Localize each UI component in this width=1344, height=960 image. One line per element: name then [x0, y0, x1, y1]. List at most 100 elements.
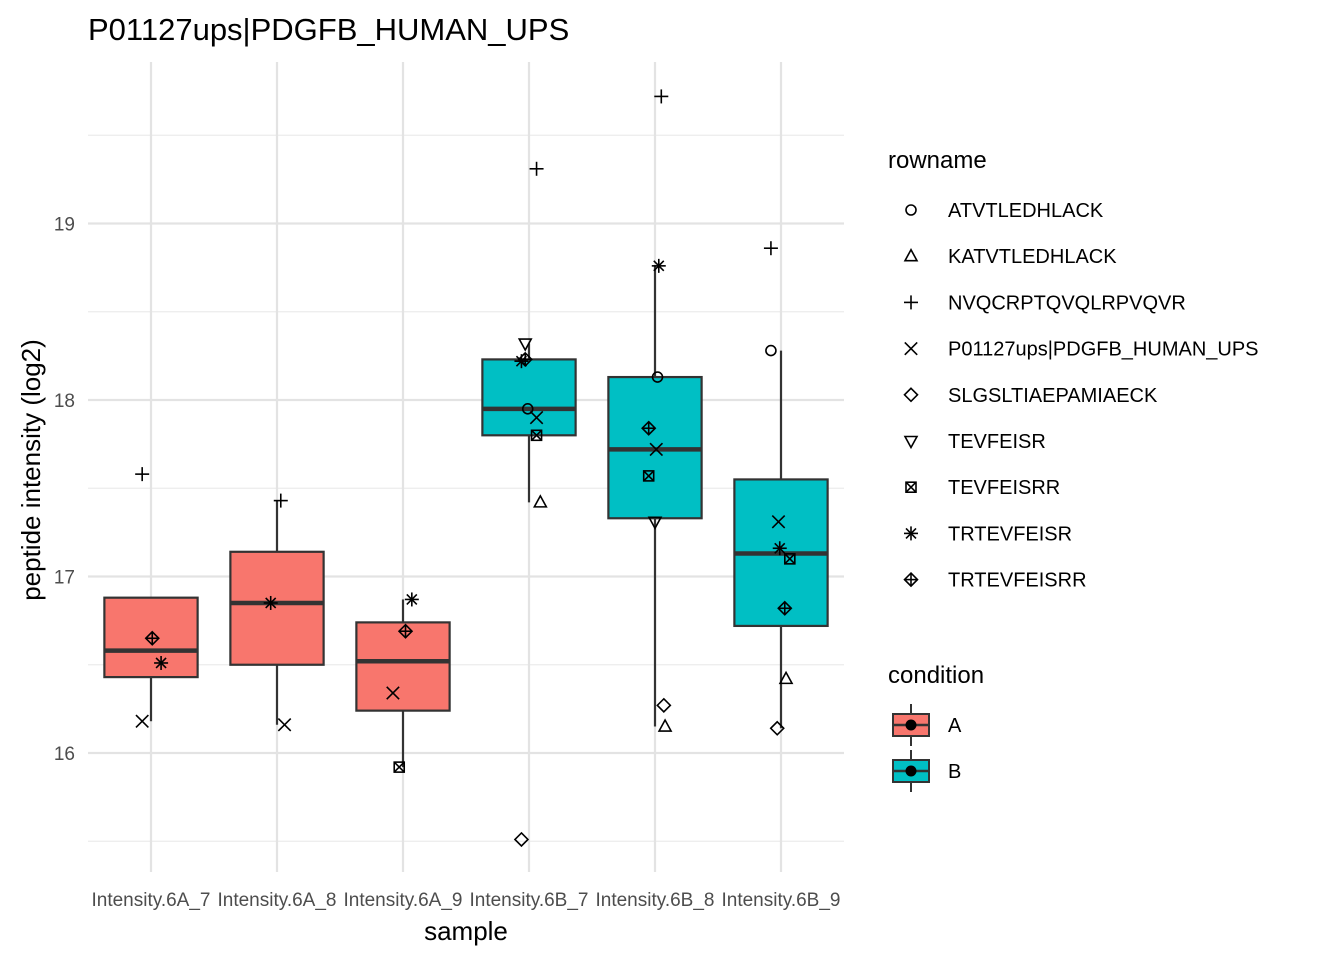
boxes-layer: [103, 265, 829, 768]
chart-title: P01127ups|PDGFB_HUMAN_UPS: [88, 12, 569, 47]
y-tick-label: 16: [54, 744, 75, 765]
rowname-legend: rowname ATVTLEDHLACK KATVTLEDHLACK NVQCRPT…: [888, 147, 1259, 592]
data-point: [514, 354, 529, 369]
data-point: [530, 429, 543, 442]
shape-stroke: [155, 657, 167, 669]
shape-stroke: [386, 686, 400, 700]
legend-label-rowname: P01127ups|PDGFB_HUMAN_UPS: [948, 339, 1259, 361]
shape-triangle-down: [903, 435, 919, 450]
legend-label-rowname: TEVFEISRR: [948, 477, 1060, 499]
shape-stroke: [774, 542, 786, 554]
legend-label-rowname: SLGSLTIAEPAMIAECK: [948, 385, 1158, 407]
data-point: [273, 493, 288, 508]
axes-layer: 16 17 18 19 Intensity.6A_7 Intensity.6A_8 Inte…: [54, 215, 841, 912]
data-point: [517, 338, 533, 352]
shape-triangle-down: [647, 516, 663, 530]
legend-key-shape: [905, 481, 917, 494]
x-tick-label: Intensity.6A_7: [91, 890, 210, 911]
legend-label-rowname: NVQCRPTQVQLRPVQVR: [948, 292, 1186, 314]
shape-square: [905, 481, 917, 494]
shape-stroke: [529, 410, 544, 425]
data-point: [529, 161, 544, 176]
legend-key-shape: [904, 526, 918, 541]
legend-key-point: [905, 765, 917, 777]
legend-key-shape: [904, 341, 918, 356]
legend-label-rowname: KATVTLEDHLACK: [948, 246, 1117, 268]
legend-label-rowname: TEVFEISR: [948, 431, 1046, 453]
shape-triangle: [903, 248, 919, 262]
shape-stroke: [653, 260, 665, 272]
legend-label-rowname: TRTEVFEISRR: [948, 570, 1087, 592]
data-point: [135, 467, 150, 482]
legend-label-rowname: TRTEVFEISR: [948, 523, 1072, 545]
legend-key-shape: [904, 295, 918, 310]
shape-stroke: [135, 714, 149, 728]
data-point: [647, 516, 663, 530]
data-point: [277, 717, 292, 732]
data-point: [656, 697, 672, 713]
data-point: [651, 258, 666, 273]
shape-triangle-down: [517, 338, 533, 352]
shape-triangle: [778, 670, 794, 685]
data-point: [642, 470, 655, 482]
legend-key-shape: [903, 435, 919, 450]
legend-key-shape: [903, 387, 919, 403]
legend-key-point: [905, 719, 917, 731]
data-point: [144, 630, 160, 646]
shape-circle: [765, 344, 777, 357]
shape-diamond: [656, 697, 672, 713]
shape-diamond: [903, 387, 919, 403]
data-point: [778, 670, 794, 685]
shape-stroke: [265, 597, 277, 609]
data-point: [529, 410, 544, 425]
y-tick-label: 18: [54, 391, 75, 412]
shape-square: [642, 470, 655, 482]
data-point: [154, 655, 169, 670]
shape-stroke: [649, 442, 664, 457]
shape-stroke: [905, 527, 917, 539]
data-point: [263, 595, 278, 610]
data-point: [386, 686, 400, 700]
condition-legend-title: condition: [888, 662, 984, 689]
box-Intensity.6A_8: [229, 550, 325, 666]
legend-label-condition: A: [948, 715, 962, 737]
condition-legend: condition A B: [888, 662, 984, 792]
grid-lines: [88, 62, 844, 872]
box-Intensity.6B_7: [481, 358, 577, 437]
data-point: [521, 403, 534, 415]
x-axis-label: sample: [424, 916, 508, 946]
data-point: [777, 600, 793, 616]
data-point: [649, 442, 664, 457]
data-point: [654, 89, 669, 104]
data-point: [651, 371, 664, 383]
data-point: [772, 541, 787, 556]
data-point: [784, 553, 796, 565]
shape-circle: [651, 371, 664, 383]
shape-stroke: [530, 429, 543, 441]
data-point: [763, 241, 778, 256]
points-layer: [135, 89, 796, 848]
shape-triangle: [657, 718, 673, 732]
shape-square: [393, 761, 406, 773]
legend-label-rowname: ATVTLEDHLACK: [948, 200, 1104, 222]
data-point: [765, 344, 777, 357]
shape-stroke: [771, 515, 786, 529]
legend-key-shape: [903, 571, 919, 588]
data-point: [135, 714, 149, 728]
data-point: [393, 761, 406, 773]
shape-stroke: [784, 553, 796, 565]
data-point: [404, 592, 419, 607]
x-tick-label: Intensity.6A_8: [217, 890, 336, 911]
data-point: [769, 720, 785, 736]
x-tick-label: Intensity.6A_9: [343, 890, 462, 911]
shape-stroke: [277, 717, 292, 732]
legend-key-shape: [903, 248, 919, 262]
data-point: [397, 623, 414, 639]
shape-stroke: [515, 355, 528, 367]
box-Intensity.6A_9: [355, 621, 451, 712]
shape-triangle: [532, 494, 548, 508]
shape-square: [784, 553, 796, 565]
shape-square: [530, 429, 543, 442]
shape-stroke: [905, 481, 917, 493]
